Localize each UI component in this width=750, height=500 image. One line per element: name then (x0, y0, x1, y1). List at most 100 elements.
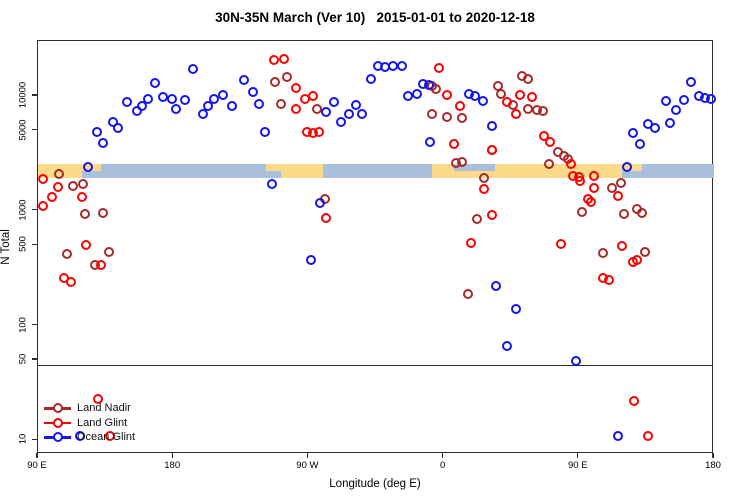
data-point (180, 95, 191, 106)
data-point (247, 87, 258, 98)
data-point (97, 138, 108, 149)
data-point (678, 95, 689, 106)
data-point (455, 100, 466, 111)
data-point (588, 183, 599, 193)
x-axis-tick-label: 180 (705, 460, 721, 471)
data-point (650, 122, 661, 133)
data-point (612, 191, 623, 202)
data-point (150, 77, 161, 88)
data-point (37, 201, 48, 212)
y-axis-tick-label: 100 (17, 316, 29, 333)
data-point (477, 96, 488, 107)
data-point (588, 171, 599, 181)
map-band (38, 164, 714, 179)
data-point (142, 94, 153, 105)
data-point (402, 91, 413, 102)
data-point (537, 106, 548, 117)
data-point (79, 208, 90, 219)
data-point (510, 303, 521, 314)
data-point (366, 73, 377, 84)
data-point (510, 108, 521, 119)
data-point (426, 108, 437, 119)
data-point (291, 82, 302, 93)
data-point (639, 246, 650, 257)
data-point (629, 396, 640, 407)
data-point (103, 246, 114, 257)
data-point (52, 182, 63, 193)
y-axis-tick-label: 5000 (17, 119, 29, 141)
data-point (276, 99, 287, 110)
data-point (82, 162, 93, 173)
data-point (603, 274, 614, 285)
legend-item: Ocean Glint (44, 430, 164, 445)
y-axis-tick (32, 209, 37, 211)
data-point (705, 94, 716, 105)
x-axis-tick (712, 453, 714, 458)
data-point (81, 240, 92, 251)
data-point (665, 118, 676, 129)
x-axis-title: Longitude (deg E) (329, 478, 421, 490)
data-point (501, 96, 512, 107)
data-point (491, 281, 502, 292)
x-axis-tick (577, 453, 579, 458)
data-point (471, 213, 482, 224)
x-axis-tick (441, 453, 444, 458)
data-point (635, 139, 646, 150)
data-point (67, 181, 78, 192)
data-point (396, 60, 407, 71)
land-segment-full (431, 164, 455, 179)
chart-title: 30N-35N March (Ver 10) 2015-01-01 to 202… (215, 10, 535, 25)
data-point (570, 356, 581, 367)
data-point (618, 208, 629, 219)
x-axis-tick (36, 453, 38, 458)
y-axis-tick-label: 50 (17, 353, 29, 365)
data-point (462, 288, 473, 299)
y-axis-tick-label: 1000 (17, 199, 29, 221)
legend-label: Land Nadir (77, 402, 131, 414)
data-point (612, 430, 623, 441)
data-point (253, 99, 264, 110)
data-point (555, 239, 566, 250)
data-point (208, 94, 219, 105)
data-point (632, 255, 643, 266)
data-point (312, 104, 323, 115)
data-point (441, 90, 452, 101)
data-point (97, 208, 108, 219)
legend-circle-icon (53, 417, 63, 428)
data-point (615, 178, 626, 189)
data-point (187, 64, 198, 74)
data-point (96, 259, 107, 270)
data-point (642, 430, 653, 441)
data-point (522, 73, 533, 84)
x-axis-tick-label: 90 W (296, 460, 319, 471)
data-point (336, 117, 347, 128)
data-point (198, 108, 209, 119)
data-point (307, 91, 318, 102)
data-point (321, 106, 332, 117)
data-point (566, 159, 577, 170)
data-point (226, 100, 237, 111)
data-point (351, 99, 362, 110)
data-point (112, 123, 123, 134)
legend-label: Ocean Glint (77, 431, 136, 443)
x-axis-tick-label: 0 (439, 460, 446, 471)
land-segment-top (266, 164, 282, 172)
data-point (105, 430, 116, 441)
data-point (543, 159, 554, 170)
data-point (515, 90, 526, 101)
y-axis-title: N Total (0, 229, 12, 265)
data-point (328, 96, 339, 107)
plot-area: Land Nadir Land Glint Ocean Glint (37, 40, 716, 453)
y-axis-tick (32, 94, 37, 96)
data-point (617, 241, 628, 252)
data-point (575, 175, 586, 186)
data-point (268, 55, 279, 66)
x-axis-tick (306, 453, 309, 458)
data-point (37, 174, 48, 185)
data-point (279, 54, 290, 65)
data-point (576, 207, 587, 218)
data-point (431, 84, 442, 95)
legend-circle-icon (53, 403, 63, 413)
data-point (585, 197, 596, 208)
y-axis-tick (32, 438, 37, 440)
